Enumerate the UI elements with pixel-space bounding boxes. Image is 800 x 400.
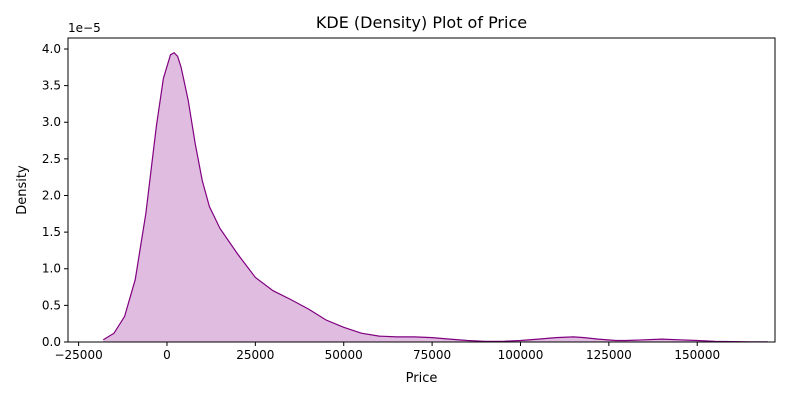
y-tick-label: 1.5 (42, 225, 61, 239)
x-tick-label: 125000 (586, 348, 632, 362)
x-tick-label: 100000 (498, 348, 544, 362)
x-axis-label: Price (406, 371, 438, 386)
y-axis-offset-label: 1e−5 (68, 21, 101, 35)
x-tick-label: 75000 (413, 348, 451, 362)
y-tick-label: 3.0 (42, 115, 61, 129)
y-axis-label: Density (15, 165, 30, 215)
y-tick-label: 0.0 (42, 335, 61, 349)
x-tick-label: 50000 (325, 348, 363, 362)
y-tick-label: 3.5 (42, 79, 61, 93)
chart-title: KDE (Density) Plot of Price (316, 13, 527, 32)
y-axis-ticks: 0.0 0.5 1.0 1.5 2.0 2.5 3.0 3.5 4.0 (42, 42, 68, 349)
y-tick-label: 1.0 (42, 262, 61, 276)
x-tick-label: 150000 (674, 348, 720, 362)
density-area (103, 52, 768, 342)
y-tick-label: 2.5 (42, 152, 61, 166)
x-axis-ticks: −25000 0 25000 50000 75000 100000 125000 150000 (54, 342, 720, 362)
x-tick-label: −25000 (54, 348, 102, 362)
y-tick-label: 4.0 (42, 42, 61, 56)
y-tick-label: 2.0 (42, 188, 61, 202)
plot-frame (67, 37, 776, 343)
x-tick-label: 0 (163, 348, 171, 362)
x-tick-label: 25000 (236, 348, 274, 362)
y-tick-label: 0.5 (42, 298, 61, 312)
density-line (102, 51, 768, 343)
